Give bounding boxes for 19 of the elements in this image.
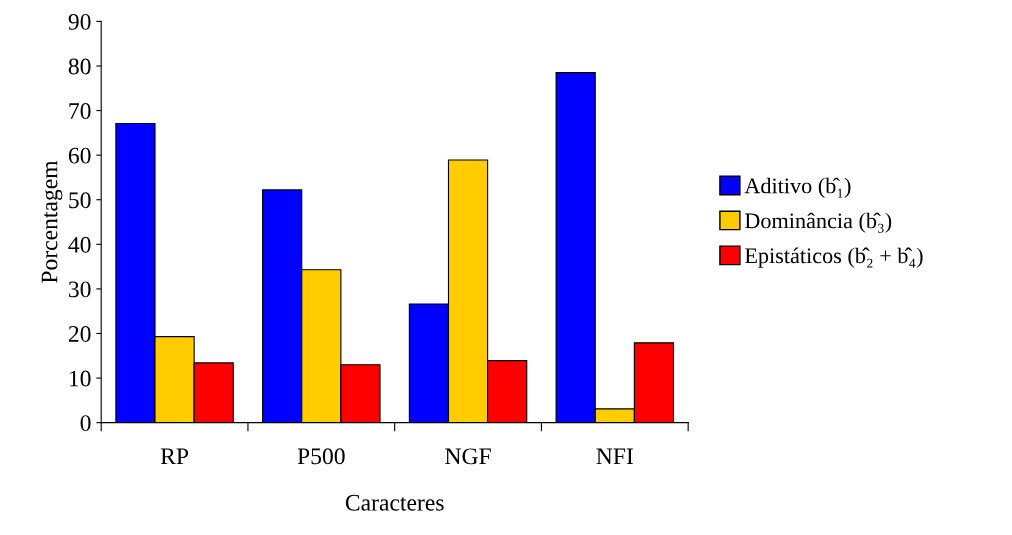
y-tick-label: 80 (68, 58, 91, 75)
y-tick-label: 40 (68, 236, 91, 253)
y-tick-label: 30 (69, 281, 91, 298)
y-tick-label: 0 (80, 415, 91, 432)
y-tick-label: 20 (68, 325, 91, 342)
y-tick-label: 50 (69, 192, 91, 209)
y-axis-title: Porcentagem (41, 160, 63, 283)
x-tick-label: NFI (596, 448, 633, 465)
x-axis-title: Caracteres (345, 494, 444, 511)
y-tick-label: 70 (69, 103, 91, 119)
x-tick-label: P500 (297, 448, 345, 465)
x-tick-label: RP (160, 448, 189, 465)
y-tick-label: 90 (68, 13, 91, 30)
legend-label: Epistáticos (b̂₂ + b̂₄) (744, 247, 923, 268)
x-tick-label: NGF (445, 448, 491, 465)
y-tick-label: 60 (68, 147, 91, 164)
legend-label: Dominância (b̂₃) (744, 212, 892, 233)
y-tick-label: 10 (69, 370, 91, 387)
legend-label: Aditivo (b̂₁) (744, 177, 851, 198)
